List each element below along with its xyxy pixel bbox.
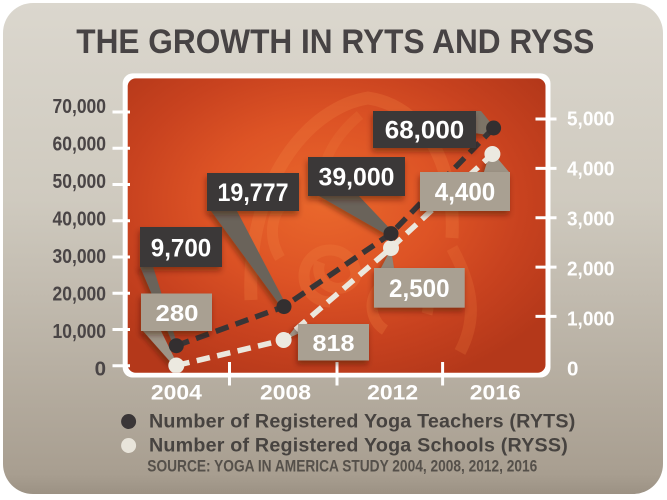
svg-text:Number of Registered Yoga Teac: Number of Registered Yoga Teachers (RYTS… (149, 411, 575, 433)
svg-text:Number of Registered Yoga Scho: Number of Registered Yoga Schools (RYSS) (149, 435, 568, 457)
svg-text:2012: 2012 (367, 382, 418, 405)
svg-text:70,000: 70,000 (53, 95, 107, 118)
svg-text:2,000: 2,000 (567, 258, 615, 281)
svg-text:0: 0 (567, 358, 578, 381)
svg-text:68,000: 68,000 (385, 117, 465, 145)
svg-text:60,000: 60,000 (53, 132, 107, 155)
svg-text:0: 0 (95, 358, 106, 381)
svg-text:818: 818 (313, 330, 355, 356)
svg-text:30,000: 30,000 (53, 245, 107, 268)
svg-text:THE GROWTH IN RYTS AND RYSS: THE GROWTH IN RYTS AND RYSS (76, 23, 594, 61)
svg-text:2,500: 2,500 (389, 275, 450, 303)
svg-text:2004: 2004 (151, 382, 202, 405)
svg-text:3,000: 3,000 (567, 208, 615, 231)
svg-text:2008: 2008 (260, 382, 311, 405)
svg-text:9,700: 9,700 (151, 234, 212, 262)
svg-text:40,000: 40,000 (53, 208, 107, 231)
svg-text:280: 280 (156, 300, 199, 326)
svg-text:20,000: 20,000 (53, 283, 107, 306)
svg-text:10,000: 10,000 (53, 320, 107, 343)
svg-text:5,000: 5,000 (567, 108, 615, 131)
svg-text:2016: 2016 (470, 382, 521, 405)
svg-text:50,000: 50,000 (53, 170, 107, 193)
svg-text:39,000: 39,000 (319, 164, 395, 192)
svg-text:19,777: 19,777 (218, 179, 289, 207)
svg-text:4,400: 4,400 (435, 179, 496, 207)
svg-text:4,000: 4,000 (567, 158, 615, 181)
svg-text:SOURCE: YOGA IN AMERICA STUDY: SOURCE: YOGA IN AMERICA STUDY 2004, 2008… (147, 456, 537, 475)
svg-text:1,000: 1,000 (567, 308, 615, 331)
